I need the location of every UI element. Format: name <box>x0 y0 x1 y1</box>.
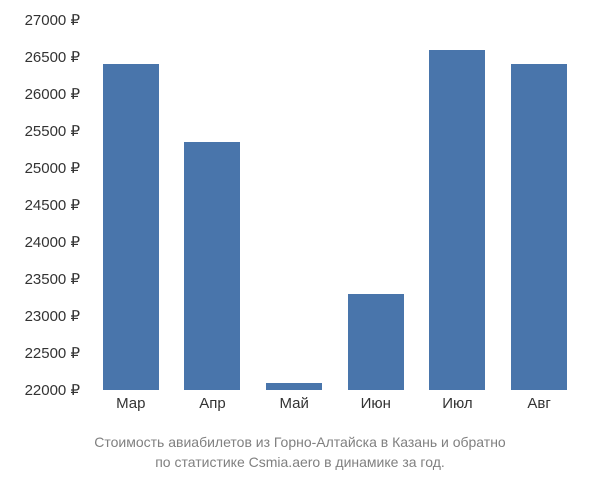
plot-area <box>90 20 580 390</box>
price-chart: 22000 ₽ 22500 ₽ 23000 ₽ 23500 ₽ 24000 ₽ 24500… <box>0 0 600 500</box>
x-tick-label: Апр <box>184 395 240 412</box>
bars-group <box>90 20 580 390</box>
x-tick-label: Май <box>266 395 322 412</box>
bar <box>184 142 240 390</box>
y-tick-label: 25000 ₽ <box>25 159 80 177</box>
x-tick-label: Июн <box>348 395 404 412</box>
bar <box>103 64 159 390</box>
y-tick-label: 26500 ₽ <box>25 48 80 66</box>
caption-line-1: Стоимость авиабилетов из Горно-Алтайска … <box>94 434 505 450</box>
bar <box>266 383 322 390</box>
caption-line-2: по статистике Csmia.aero в динамике за г… <box>155 454 445 470</box>
y-tick-label: 26000 ₽ <box>25 85 80 103</box>
y-tick-label: 22500 ₽ <box>25 344 80 362</box>
bar <box>429 50 485 390</box>
y-tick-label: 23000 ₽ <box>25 307 80 325</box>
y-tick-label: 23500 ₽ <box>25 270 80 288</box>
x-axis: Мар Апр Май Июн Июл Авг <box>90 395 580 412</box>
x-tick-label: Авг <box>511 395 567 412</box>
y-axis: 22000 ₽22500 ₽23000 ₽23500 ₽24000 ₽24500… <box>0 20 85 390</box>
x-tick-label: Мар <box>103 395 159 412</box>
y-tick-label: 25500 ₽ <box>25 122 80 140</box>
y-tick-label: 24000 ₽ <box>25 233 80 251</box>
chart-caption: Стоимость авиабилетов из Горно-Алтайска … <box>0 432 600 473</box>
y-tick-label: 24500 ₽ <box>25 196 80 214</box>
y-tick-label: 27000 ₽ <box>25 11 80 29</box>
y-tick-label: 22000 ₽ <box>25 381 80 399</box>
x-tick-label: Июл <box>429 395 485 412</box>
bar <box>511 64 567 390</box>
bar <box>348 294 404 390</box>
